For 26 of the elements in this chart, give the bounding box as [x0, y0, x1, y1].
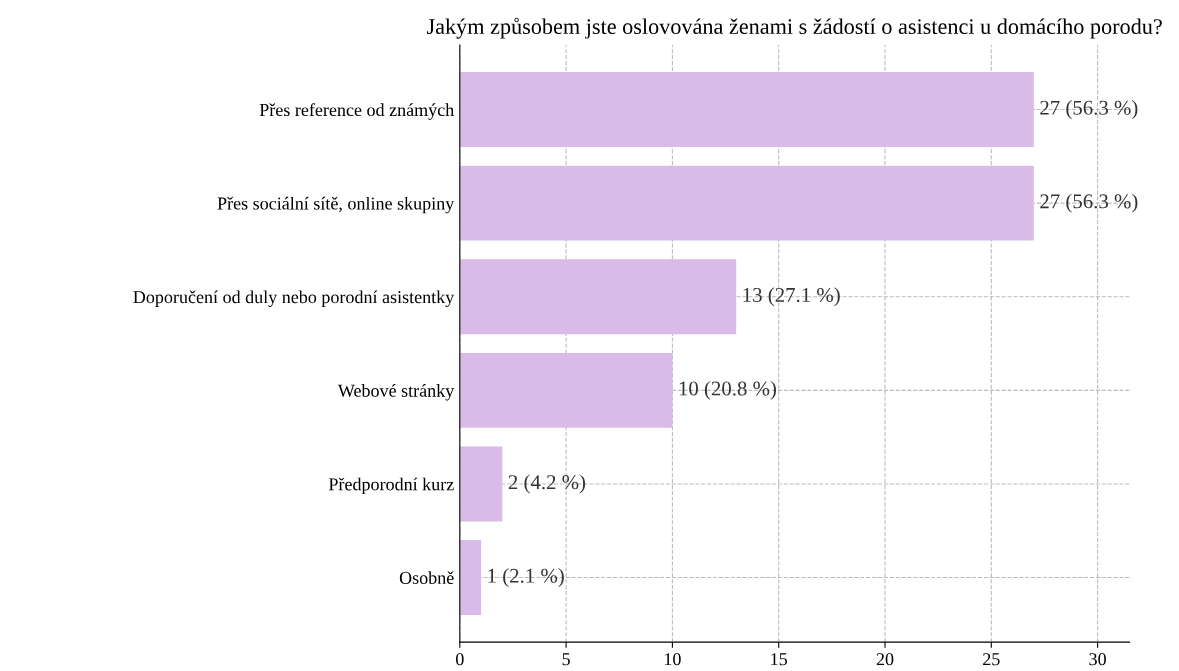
- x-tick-label: 20: [876, 653, 894, 666]
- bar: [459, 259, 737, 335]
- x-tick-label: 15: [771, 653, 788, 666]
- chart-title: Jakým způsobem jste oslovována ženami s žádostí o asistenci u domácího porodu?: [426, 17, 1162, 39]
- bar: [459, 352, 673, 428]
- data-label: 27 (56.3 %): [1040, 100, 1138, 119]
- data-label: 13 (27.1 %): [743, 287, 840, 307]
- bar: [459, 165, 1034, 241]
- data-label: 1 (2.1 %): [488, 568, 564, 588]
- y-tick-label: Přes reference od známých: [259, 103, 455, 120]
- x-tick-label: 5: [562, 653, 570, 666]
- bar: [459, 446, 503, 522]
- x-tick-label: 10: [664, 653, 681, 666]
- x-tick-label: 30: [1089, 653, 1106, 666]
- y-tick-label: Předporodní kurz: [328, 477, 454, 495]
- y-tick-label: Doporučení od duly nebo porodní asistentky: [133, 290, 455, 307]
- y-tick-label: Webové stránky: [337, 384, 455, 401]
- data-label: 27 (56.3 %): [1040, 193, 1138, 213]
- y-tick-label: Osobně: [399, 571, 454, 584]
- x-tick-label: 0: [455, 653, 464, 666]
- data-label: 10 (20.8 %): [679, 380, 776, 400]
- data-label: 2 (4.2 %): [508, 474, 586, 494]
- x-tick-label: 25: [983, 653, 1000, 666]
- bar: [459, 540, 482, 615]
- y-tick-label: Přes sociální sítě, online skupiny: [217, 196, 455, 214]
- bar: [459, 72, 1034, 147]
